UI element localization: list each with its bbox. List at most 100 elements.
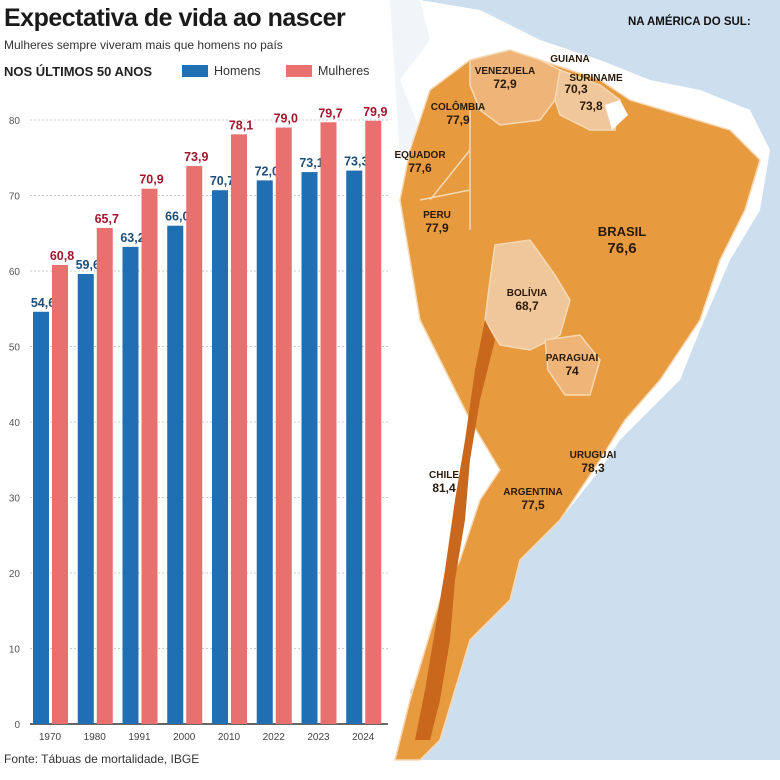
x-tick-label: 1991 bbox=[128, 732, 151, 743]
country-label-argentina: ARGENTINA 77,5 bbox=[503, 487, 562, 512]
x-tick-label: 2023 bbox=[307, 732, 330, 743]
country-name: SURINAME bbox=[569, 73, 623, 84]
country-label-equador: EQUADOR 77,6 bbox=[394, 150, 445, 175]
country-label-bolivia: BOLÍVIA 68,7 bbox=[507, 288, 548, 313]
data-label-homens: 73,3 bbox=[344, 155, 368, 169]
ocean-pacific bbox=[300, 0, 430, 160]
french-guiana bbox=[605, 100, 628, 130]
country-value: 74 bbox=[565, 363, 579, 378]
guyana-suriname-region bbox=[554, 68, 621, 131]
data-label-homens: 54,6 bbox=[31, 296, 55, 310]
bar-homens bbox=[167, 225, 184, 724]
country-value: 76,6 bbox=[607, 239, 637, 257]
legend-item-mulheres: Mulheres bbox=[286, 64, 369, 78]
section-label: NOS ÚLTIMOS 50 ANOS bbox=[4, 64, 153, 79]
legend-item-homens: Homens bbox=[182, 64, 261, 78]
data-label-mulheres: 79,0 bbox=[274, 112, 298, 126]
chile-region bbox=[415, 320, 495, 740]
x-tick-label: 1970 bbox=[39, 732, 62, 743]
bar-homens bbox=[77, 274, 94, 724]
country-value: 78,3 bbox=[581, 460, 605, 475]
paraguay-region bbox=[544, 334, 601, 396]
y-tick-label: 0 bbox=[14, 720, 20, 731]
data-label-mulheres: 73,9 bbox=[184, 150, 208, 164]
country-name: BOLÍVIA bbox=[506, 288, 548, 299]
ocean bbox=[300, 0, 780, 760]
country-value: 77,9 bbox=[425, 220, 449, 235]
bar-homens bbox=[212, 190, 228, 725]
legend-swatch-homens bbox=[182, 65, 208, 77]
country-value: 77,9 bbox=[446, 112, 470, 127]
country-name: BRASIL bbox=[597, 224, 647, 239]
country-label-peru: PERU 77,9 bbox=[423, 210, 451, 235]
bar-mulheres bbox=[275, 127, 292, 725]
chart-title: Expectativa de vida ao nascer bbox=[4, 4, 346, 32]
bar-mulheres bbox=[320, 122, 337, 724]
data-label-mulheres: 78,1 bbox=[229, 118, 253, 132]
bar-mulheres bbox=[141, 188, 158, 724]
country-value-guiana: 70,3 bbox=[564, 82, 588, 97]
country-value: 72,9 bbox=[493, 76, 517, 91]
bar-chart: 0 10 20 30 40 50 60 70 80 54,6 60,8 1970 59,6 65,7 198… bbox=[9, 104, 389, 743]
country-label-colombia: COLÔMBIA 77,9 bbox=[431, 102, 485, 127]
country-label-suriname: SURINAME bbox=[569, 73, 622, 85]
bar-mulheres bbox=[186, 166, 203, 724]
data-label-homens: 59,6 bbox=[76, 258, 100, 272]
border-line bbox=[419, 189, 471, 201]
y-tick-label: 80 bbox=[9, 116, 21, 127]
data-label-mulheres: 70,9 bbox=[139, 173, 163, 187]
country-name: CHILE bbox=[429, 470, 459, 481]
data-label-homens: 66,0 bbox=[165, 210, 189, 224]
data-label-homens: 63,2 bbox=[120, 231, 144, 245]
legend-swatch-mulheres bbox=[286, 65, 312, 77]
bar-mulheres bbox=[365, 120, 382, 724]
chart-subtitle: Mulheres sempre viveram mais que homens … bbox=[4, 38, 283, 52]
data-label-mulheres: 79,7 bbox=[318, 106, 342, 120]
country-name: ARGENTINA bbox=[503, 487, 563, 498]
legend-label-mulheres: Mulheres bbox=[318, 64, 370, 78]
y-tick-label: 30 bbox=[9, 494, 21, 505]
country-name: PARAGUAI bbox=[545, 353, 599, 364]
country-value: 73,8 bbox=[579, 99, 603, 113]
bar-homens bbox=[256, 180, 273, 724]
bar-homens bbox=[301, 172, 318, 725]
country-label-paraguai: PARAGUAI 74 bbox=[546, 353, 599, 378]
country-label-brasil: BRASIL 76,6 bbox=[597, 224, 647, 257]
y-tick-label: 60 bbox=[9, 267, 21, 278]
y-tick-label: 40 bbox=[9, 418, 21, 429]
country-label-chile: CHILE 81,4 bbox=[429, 470, 459, 495]
country-label-guiana: GUIANA bbox=[550, 54, 589, 66]
data-label-mulheres: 79,9 bbox=[363, 105, 387, 119]
x-tick-label: 1980 bbox=[84, 732, 107, 743]
data-label-mulheres: 60,8 bbox=[50, 249, 74, 263]
y-tick-label: 20 bbox=[9, 569, 21, 580]
x-tick-label: 2010 bbox=[218, 732, 241, 743]
x-tick-label: 2024 bbox=[352, 732, 375, 743]
venezuela-region bbox=[469, 49, 561, 126]
bar-homens bbox=[33, 311, 49, 724]
country-value: 81,4 bbox=[432, 480, 456, 495]
bar-mulheres bbox=[52, 264, 68, 724]
bar-homens bbox=[122, 246, 139, 724]
x-tick-label: 2022 bbox=[263, 732, 286, 743]
data-label-homens: 70,7 bbox=[210, 174, 234, 188]
bar-mulheres bbox=[96, 227, 113, 724]
y-tick-label: 50 bbox=[9, 343, 21, 354]
legend-label-homens: Homens bbox=[214, 64, 261, 78]
border-line bbox=[429, 149, 471, 201]
country-value: 77,6 bbox=[408, 160, 432, 175]
country-name: EQUADOR bbox=[394, 150, 446, 161]
source-note: Fonte: Tábuas de mortalidade, IBGE bbox=[4, 752, 200, 766]
country-label-uruguai: URUGUAI 78,3 bbox=[570, 450, 617, 475]
country-label-venezuela: VENEZUELA 72,9 bbox=[475, 66, 536, 91]
x-tick-label: 2000 bbox=[173, 732, 196, 743]
data-label-homens: 73,1 bbox=[299, 156, 323, 170]
country-value: 70,3 bbox=[564, 82, 588, 96]
data-label-mulheres: 65,7 bbox=[95, 212, 119, 226]
bar-homens bbox=[346, 170, 363, 725]
country-value-suriname: 73,8 bbox=[579, 99, 603, 114]
data-label-homens: 72,0 bbox=[255, 164, 279, 178]
country-name: COLÔMBIA bbox=[430, 102, 486, 113]
country-name: URUGUAI bbox=[569, 450, 617, 461]
